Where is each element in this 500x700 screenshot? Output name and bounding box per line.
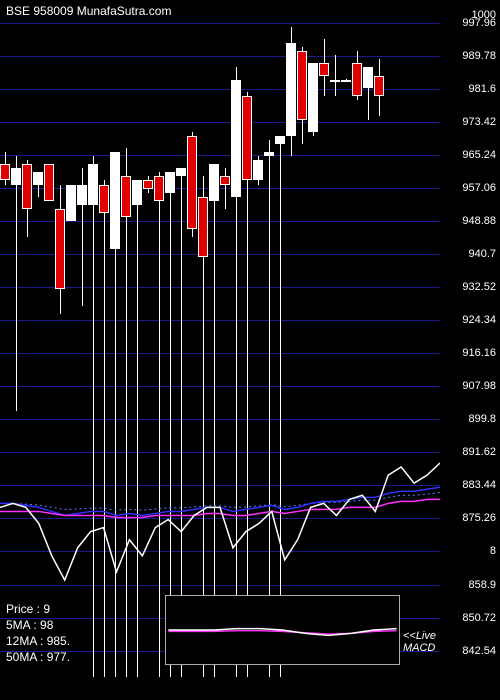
- y-axis-label: 916.16: [462, 347, 496, 359]
- y-axis-label: 957.06: [462, 182, 496, 194]
- macd-inset-lines: [166, 596, 399, 664]
- plot-area[interactable]: [0, 0, 440, 700]
- y-axis-label: 842.54: [462, 645, 496, 657]
- chart-title: BSE 958009 MunafaSutra.com: [6, 4, 171, 18]
- y-axis-label: 940.7: [468, 248, 496, 260]
- y-axis-label: 907.98: [462, 380, 496, 392]
- info-line: 50MA : 977.: [6, 650, 70, 664]
- y-axis-label: 875.26: [462, 512, 496, 524]
- y-axis-label: 850.72: [462, 612, 496, 624]
- macd-label: <<Live MACD: [403, 630, 436, 654]
- y-axis-label: 932.52: [462, 281, 496, 293]
- y-axis-label: 965.24: [462, 149, 496, 161]
- y-axis-label: 899.8: [468, 413, 496, 425]
- info-line: Price : 9: [6, 602, 50, 616]
- y-axis-label: 973.42: [462, 116, 496, 128]
- y-axis-label: 883.44: [462, 479, 496, 491]
- info-line: 5MA : 98: [6, 618, 53, 632]
- chart-container: BSE 958009 MunafaSutra.com 1000997.96989…: [0, 0, 500, 700]
- y-axis-label: 858.9: [468, 579, 496, 591]
- y-axis-label: 924.34: [462, 314, 496, 326]
- y-axis-label: 891.62: [462, 446, 496, 458]
- macd-label-line2: MACD: [403, 642, 436, 654]
- y-axis-label: 981.6: [468, 83, 496, 95]
- y-axis: 1000997.96989.78981.6973.42965.24957.069…: [440, 0, 500, 700]
- info-line: 12MA : 985.: [6, 634, 70, 648]
- y-axis-label: 8: [490, 545, 496, 557]
- macd-inset: [165, 595, 400, 665]
- y-axis-label: 997.96: [462, 17, 496, 29]
- y-axis-label: 989.78: [462, 50, 496, 62]
- macd-label-line1: <<Live: [403, 630, 436, 642]
- y-axis-label: 948.88: [462, 215, 496, 227]
